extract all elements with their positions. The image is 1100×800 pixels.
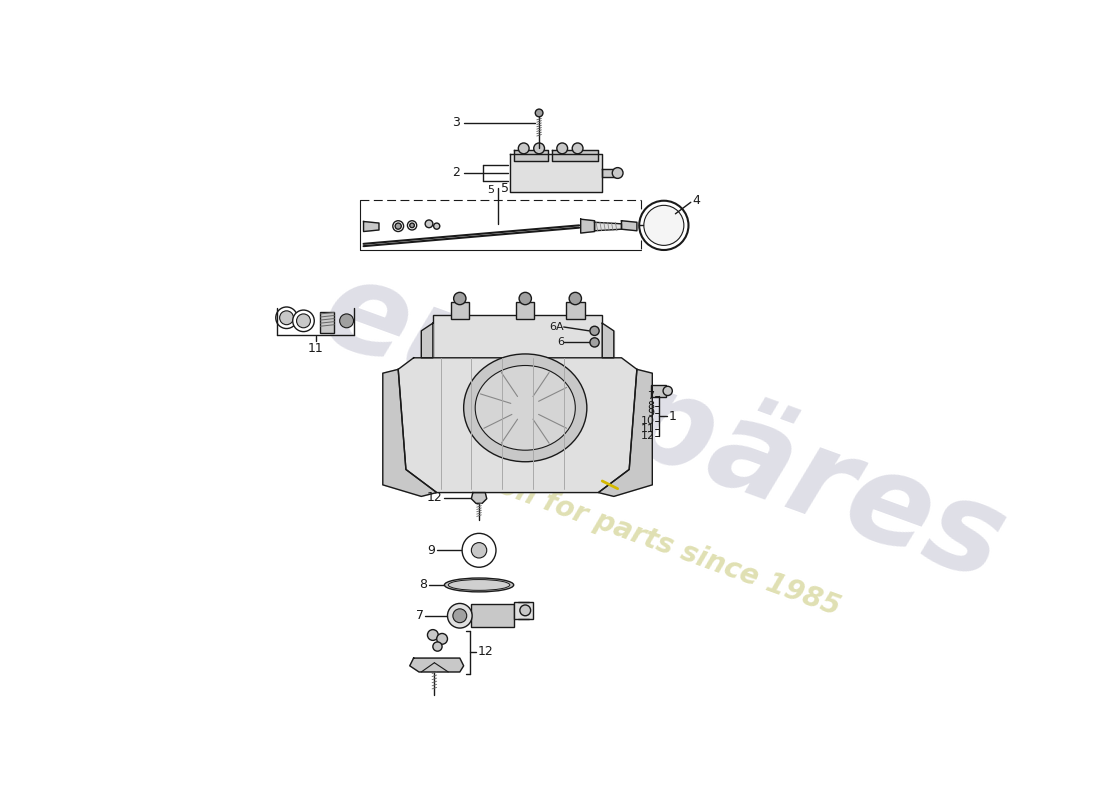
Text: 11: 11	[640, 424, 654, 434]
Circle shape	[519, 292, 531, 305]
Polygon shape	[472, 493, 486, 503]
Bar	[651, 385, 667, 397]
Circle shape	[518, 143, 529, 154]
Polygon shape	[398, 358, 637, 493]
Polygon shape	[363, 222, 378, 231]
Circle shape	[428, 630, 438, 640]
Polygon shape	[621, 221, 637, 230]
Polygon shape	[514, 150, 548, 162]
Bar	[566, 302, 584, 318]
Bar	[433, 315, 603, 358]
Polygon shape	[603, 169, 616, 177]
Text: 1: 1	[669, 410, 676, 423]
Text: 6A: 6A	[549, 322, 563, 332]
Circle shape	[557, 143, 568, 154]
Circle shape	[279, 311, 294, 325]
Polygon shape	[409, 658, 464, 672]
Text: 9: 9	[648, 408, 654, 418]
Bar	[514, 602, 534, 619]
Circle shape	[639, 201, 689, 250]
Circle shape	[453, 609, 466, 622]
Circle shape	[453, 292, 466, 305]
Polygon shape	[421, 323, 433, 358]
Text: 9: 9	[427, 544, 436, 557]
Text: 12: 12	[640, 431, 654, 442]
Ellipse shape	[464, 354, 587, 462]
Circle shape	[437, 634, 448, 644]
Circle shape	[433, 223, 440, 230]
Circle shape	[395, 223, 402, 230]
Text: 5: 5	[500, 182, 508, 195]
Polygon shape	[552, 150, 598, 162]
Text: 2: 2	[452, 166, 460, 179]
Ellipse shape	[444, 578, 514, 592]
Text: 11: 11	[308, 342, 323, 355]
Polygon shape	[510, 154, 603, 192]
Bar	[320, 312, 334, 333]
Polygon shape	[581, 219, 594, 233]
Bar	[451, 302, 469, 318]
Text: 8: 8	[648, 401, 654, 410]
Circle shape	[572, 143, 583, 154]
Text: 3: 3	[452, 117, 460, 130]
Circle shape	[448, 603, 472, 628]
Circle shape	[534, 143, 544, 154]
Ellipse shape	[475, 366, 575, 450]
Text: 10: 10	[640, 416, 654, 426]
Text: 7: 7	[648, 391, 654, 402]
Circle shape	[297, 314, 310, 328]
Circle shape	[613, 168, 623, 178]
Circle shape	[276, 307, 297, 329]
Circle shape	[520, 605, 530, 616]
Circle shape	[409, 223, 415, 228]
Circle shape	[536, 109, 543, 117]
Polygon shape	[383, 370, 437, 496]
Bar	[516, 302, 535, 318]
Text: 8: 8	[419, 578, 428, 591]
Circle shape	[462, 534, 496, 567]
Polygon shape	[598, 370, 652, 496]
Ellipse shape	[449, 579, 510, 590]
Text: europäres: europäres	[307, 247, 1021, 607]
Text: 6: 6	[557, 338, 563, 347]
Circle shape	[393, 221, 404, 231]
Circle shape	[663, 386, 672, 395]
Polygon shape	[594, 222, 621, 230]
Text: a passion for parts since 1985: a passion for parts since 1985	[392, 434, 844, 621]
Polygon shape	[603, 323, 614, 358]
Circle shape	[425, 220, 433, 228]
Text: 7: 7	[416, 610, 424, 622]
Text: 5: 5	[486, 185, 494, 194]
Text: 4: 4	[692, 194, 701, 207]
Circle shape	[407, 221, 417, 230]
Circle shape	[590, 326, 600, 335]
Text: 12: 12	[477, 646, 493, 658]
Bar	[472, 604, 514, 627]
Circle shape	[293, 310, 315, 332]
Circle shape	[340, 314, 353, 328]
Circle shape	[472, 542, 486, 558]
Circle shape	[644, 206, 684, 246]
Text: 12: 12	[427, 491, 443, 505]
Circle shape	[432, 642, 442, 651]
Circle shape	[590, 338, 600, 347]
Circle shape	[569, 292, 582, 305]
